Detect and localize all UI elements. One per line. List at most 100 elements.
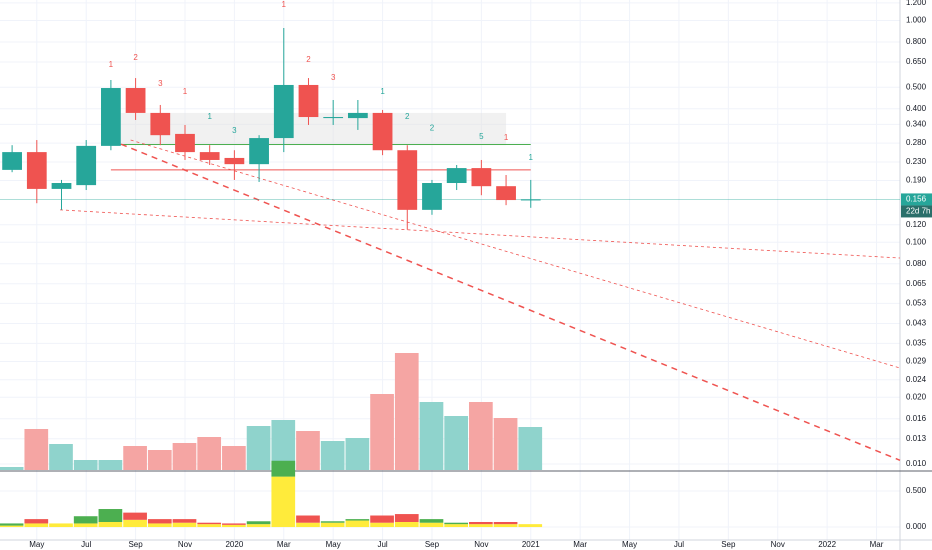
y-tick-label: 0.000 (906, 522, 927, 531)
y-tick-label: 0.020 (906, 392, 927, 401)
candle-body (323, 117, 344, 119)
indicator-bar (123, 519, 147, 528)
annotation: 1 (282, 0, 287, 9)
candle-body (273, 84, 294, 139)
indicator-bar (0, 523, 24, 526)
candle-body (496, 186, 516, 201)
indicator-bar (98, 521, 123, 528)
volume-bar (394, 353, 419, 470)
x-tick-label: Sep (425, 540, 440, 549)
indicator-bar (147, 519, 172, 524)
indicator-bar (394, 514, 419, 522)
indicator-bar (320, 522, 345, 528)
y-tick-label: 0.230 (906, 157, 927, 166)
indicator-bar (394, 521, 419, 528)
y-tick-label: 0.043 (906, 319, 927, 328)
annotation: 2 (133, 53, 138, 62)
candle-body (150, 112, 171, 136)
y-tick-label: 0.280 (906, 138, 927, 147)
x-tick-label: Jul (377, 540, 387, 549)
volume-bar (518, 427, 543, 470)
indicator-bar (296, 522, 320, 528)
x-tick-label: Nov (771, 540, 785, 549)
countdown-label: 22d 7h (906, 207, 930, 216)
trend-line (59, 209, 901, 259)
x-tick-label: Mar (277, 540, 291, 549)
candle-body (2, 152, 22, 170)
price-label: 0.156 (906, 195, 927, 204)
annotation: 2 (306, 55, 311, 64)
y-tick-label: 0.800 (906, 37, 927, 46)
volume-bar (197, 437, 222, 470)
candle-body (372, 112, 393, 151)
candle-body (51, 183, 72, 189)
volume-bar (24, 429, 49, 470)
candle-body (471, 168, 492, 187)
volume-bar (296, 431, 320, 470)
countdown-box (901, 205, 932, 218)
candle-body (397, 150, 418, 210)
x-tick-label: May (622, 540, 637, 549)
indicator-bar (246, 524, 271, 528)
annotation: 3 (158, 79, 163, 88)
y-tick-label: 0.035 (906, 338, 927, 347)
volume-bar (246, 426, 271, 470)
annotation: 2 (430, 123, 435, 132)
indicator-bar (271, 460, 296, 477)
annotation: 5 (479, 132, 484, 141)
indicator-bar (370, 515, 394, 523)
indicator-bar (419, 522, 444, 528)
indicator-bar (345, 520, 370, 528)
indicator-bar (197, 524, 222, 528)
volume-bar (271, 420, 296, 470)
x-tick-label: Jul (674, 540, 684, 549)
y-tick-label: 0.029 (906, 357, 927, 366)
volume-bar (49, 444, 73, 470)
y-tick-label: 0.650 (906, 57, 927, 66)
y-tick-label: 0.013 (906, 434, 927, 443)
indicator-bar (271, 476, 296, 528)
candle-body (520, 199, 541, 201)
candle-body (76, 145, 97, 186)
candle-body (175, 133, 195, 153)
candle-body (298, 84, 319, 118)
y-tick-label: 0.500 (906, 82, 927, 91)
indicator-bar (518, 524, 543, 528)
volume-bar (73, 460, 98, 470)
y-tick-label: 0.100 (906, 237, 927, 246)
volume-bar (147, 450, 172, 470)
indicator-bar (493, 521, 518, 525)
indicator-bar (444, 524, 469, 528)
y-tick-label: 0.016 (906, 414, 927, 423)
indicator-bar (469, 521, 493, 525)
indicator-bar (98, 509, 123, 522)
y-tick-label: 1.000 (906, 16, 927, 25)
indicator-bar (73, 523, 98, 528)
candle-body (347, 112, 368, 119)
x-tick-label: Nov (178, 540, 192, 549)
indicator-bar (172, 519, 197, 523)
x-tick-label: Sep (721, 540, 736, 549)
indicator-bar (73, 516, 98, 524)
candle-body (199, 152, 220, 160)
x-tick-label: Sep (128, 540, 143, 549)
x-tick-label: Mar (573, 540, 587, 549)
volume-bar (370, 394, 394, 470)
volume-bar (493, 418, 518, 470)
indicator-bar (320, 521, 345, 523)
y-tick-label: 0.400 (906, 104, 927, 113)
indicator-bar (147, 523, 172, 528)
annotation: 3 (331, 73, 336, 82)
annotation: 1 (207, 112, 212, 121)
indicator-bar (24, 523, 49, 528)
volume-bar (345, 438, 370, 470)
indicator-bar (49, 523, 73, 528)
price-label-box (901, 193, 932, 206)
x-tick-label: Mar (870, 540, 884, 549)
y-tick-label: 0.053 (906, 299, 927, 308)
annotation: 1 (109, 60, 114, 69)
volume-bar (419, 402, 444, 470)
volume-bar (123, 446, 147, 470)
annotation: 2 (405, 112, 410, 121)
